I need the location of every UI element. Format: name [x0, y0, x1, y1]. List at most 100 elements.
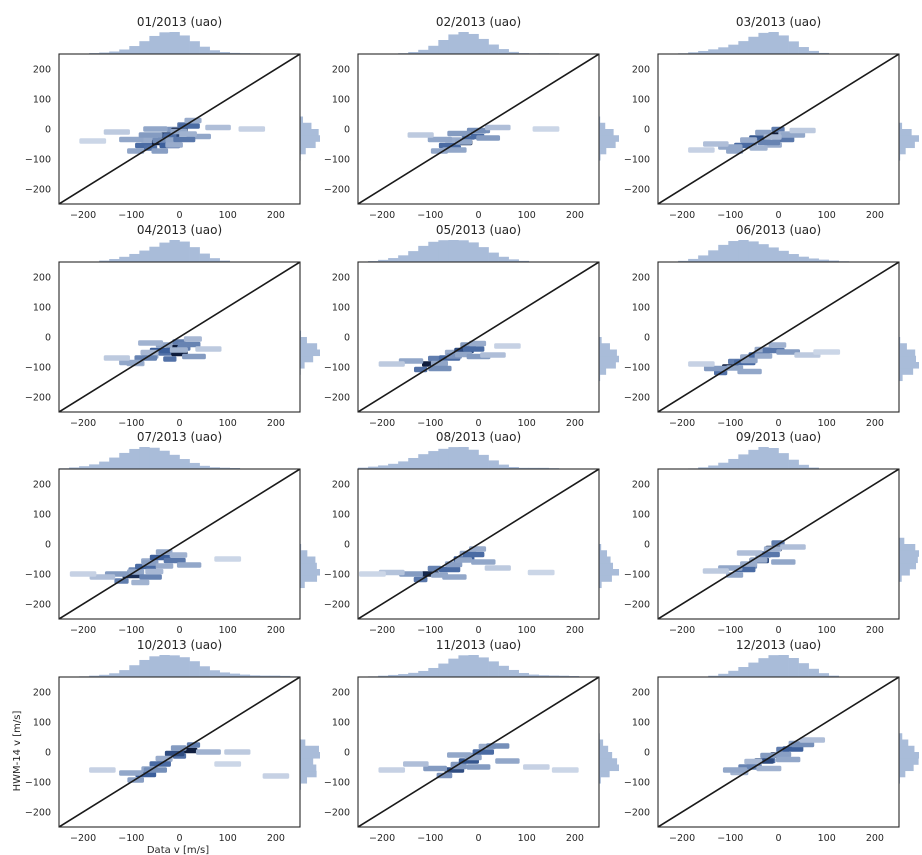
density-cell	[523, 764, 550, 770]
marginal-y-bar	[300, 135, 320, 142]
y-tick-label: −200	[624, 393, 650, 404]
y-tick-label: 100	[33, 718, 51, 729]
y-tick-label: −100	[25, 778, 51, 789]
marginal-x-bar	[408, 457, 419, 469]
subplot-4: 04/2013 (uao) −200 −100 0 100 200 −200 −100 0 100…	[25, 223, 320, 429]
marginal-x-bar	[558, 675, 570, 677]
marginal-y-bar	[899, 141, 915, 149]
marginal-x-bar	[748, 449, 759, 469]
x-tick-label: 200	[866, 625, 884, 636]
density-cell	[484, 565, 511, 571]
density-cell	[145, 568, 164, 575]
marginal-x-bar	[199, 666, 210, 677]
marginal-y-bar	[899, 349, 916, 357]
density-cell	[813, 349, 841, 355]
density-cell	[768, 342, 787, 348]
x-tick-label: 200	[566, 833, 584, 844]
density-cell	[103, 129, 130, 135]
marginal-y-bar	[599, 122, 606, 130]
marginal-x-bar	[778, 35, 789, 54]
marginal-x-bar	[718, 673, 729, 677]
subplot-title: 07/2013 (uao)	[137, 430, 222, 444]
density-cell	[403, 761, 429, 767]
marginal-x-bar	[718, 462, 729, 469]
density-cell	[178, 123, 200, 129]
marginal-x-bar	[99, 52, 110, 54]
density-cell	[471, 559, 496, 565]
marginal-x-bar	[788, 254, 799, 262]
y-tick-label: 200	[33, 480, 51, 491]
marginal-x-bar	[149, 447, 160, 469]
marginal-x-bar	[448, 658, 459, 677]
y-tick-label: −200	[324, 808, 350, 819]
x-tick-label: 0	[475, 625, 481, 636]
density-cell	[69, 571, 97, 577]
marginal-y-bar	[599, 141, 616, 149]
y-tick-label: 0	[45, 333, 51, 344]
density-cell	[480, 352, 506, 358]
marginal-x-bar	[468, 242, 479, 262]
density-cell	[131, 579, 150, 586]
marginal-x-bar	[109, 51, 120, 54]
density-cell	[740, 137, 758, 143]
marginal-x-bar	[428, 451, 439, 469]
marginal-x-bar	[179, 657, 190, 677]
marginal-y-bar	[599, 575, 612, 582]
marginal-x-bar	[209, 670, 220, 677]
density-cell	[139, 574, 162, 580]
subplot-12: 12/2013 (uao) −200 −100 0 100 200 −200 −100 0 100…	[624, 638, 919, 844]
axes-frame	[357, 468, 600, 620]
y-axis-label: HWM-14 v [m/s]	[12, 711, 23, 792]
marginal-x-bar	[209, 467, 220, 469]
marginal-x-bar	[728, 458, 739, 469]
density-cell	[484, 124, 511, 131]
x-tick-label: −100	[417, 625, 443, 636]
marginal-y-bar	[300, 349, 320, 357]
marginal-x-bar	[209, 50, 220, 54]
marginal-x-bar	[748, 241, 759, 262]
y-tick-label: 200	[632, 65, 650, 76]
x-tick-label: 100	[518, 833, 536, 844]
marginal-y-bar	[599, 550, 608, 557]
marginal-x-bar	[169, 655, 180, 677]
marginal-x-bar	[758, 32, 769, 54]
y-tick-label: 100	[33, 510, 51, 521]
marginal-x-bar	[458, 240, 469, 262]
density-cell	[427, 136, 453, 143]
x-tick-label: 0	[775, 210, 781, 221]
y-tick-label: 0	[644, 540, 650, 551]
density-cell	[468, 340, 487, 347]
marginal-x-bar	[508, 669, 519, 677]
x-tick-label: −100	[717, 833, 743, 844]
density-cell	[195, 346, 222, 352]
marginal-x-bar	[378, 675, 389, 677]
density-cell	[438, 566, 461, 573]
marginal-x-bar	[718, 47, 729, 54]
y-tick-label: 0	[45, 125, 51, 136]
marginal-x-bar	[119, 49, 130, 54]
x-tick-label: −200	[70, 418, 96, 429]
y-tick-label: −200	[25, 185, 51, 196]
marginal-x-bar	[408, 672, 419, 677]
density-cell	[737, 368, 762, 375]
density-cell	[119, 770, 144, 776]
marginal-y-bar	[300, 544, 302, 551]
x-tick-label: 200	[866, 210, 884, 221]
marginal-y-bar	[599, 116, 601, 124]
y-tick-label: 200	[332, 273, 350, 284]
identity-line	[658, 677, 899, 827]
x-tick-label: 100	[818, 210, 836, 221]
x-tick-label: −200	[669, 833, 695, 844]
marginal-x-bar	[488, 44, 499, 54]
y-tick-label: −200	[324, 393, 350, 404]
axes-frame	[58, 676, 301, 828]
density-cell	[774, 751, 792, 758]
y-tick-label: 0	[45, 748, 51, 759]
subplot-8: 08/2013 (uao) −200 −100 0 100 200 −200 −100 0 100…	[324, 430, 619, 636]
marginal-y-bar	[899, 544, 916, 551]
marginal-x-bar	[89, 464, 100, 469]
x-tick-label: −200	[669, 625, 695, 636]
marginal-x-bar	[129, 253, 140, 262]
density-cell	[447, 130, 472, 137]
